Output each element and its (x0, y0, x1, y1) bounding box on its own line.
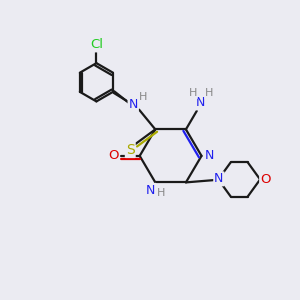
Text: O: O (109, 149, 119, 162)
Text: N: N (214, 172, 224, 185)
Text: S: S (126, 143, 135, 157)
Text: N: N (128, 98, 138, 111)
Text: H: H (205, 88, 214, 98)
Text: H: H (188, 88, 197, 98)
Text: O: O (260, 173, 271, 186)
Text: H: H (139, 92, 147, 102)
Text: N: N (146, 184, 156, 197)
Text: Cl: Cl (90, 38, 103, 51)
Text: H: H (156, 188, 165, 198)
Text: N: N (196, 96, 205, 110)
Text: N: N (205, 149, 214, 162)
